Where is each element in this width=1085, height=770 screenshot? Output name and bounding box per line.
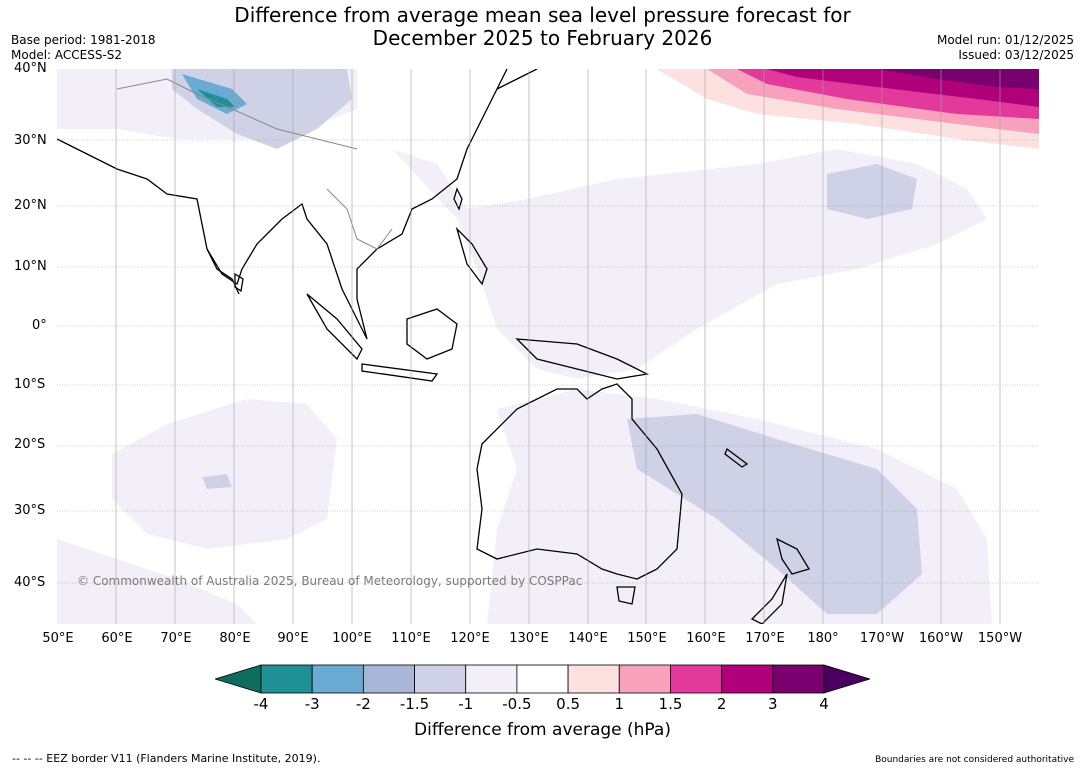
lon-label: 160°W xyxy=(918,631,964,646)
lat-label: 40°S xyxy=(14,575,46,590)
colorbar-segment xyxy=(465,664,518,694)
lon-label: 120°E xyxy=(450,631,490,646)
lon-label: 180° xyxy=(807,631,839,646)
issued-date: Issued: 03/12/2025 xyxy=(958,48,1074,62)
colorbar-segment xyxy=(772,664,825,694)
colorbar-tick-label: 2 xyxy=(716,695,727,713)
lon-label: 130°E xyxy=(509,631,549,646)
eez-legend-note: -- -- -- EEZ border V11 (Flanders Marine… xyxy=(12,752,321,765)
colorbar-arrow-low xyxy=(215,664,262,694)
coast-java xyxy=(361,363,439,382)
colorbar-label: Difference from average (hPa) xyxy=(414,720,671,740)
meridians xyxy=(115,69,1001,624)
lon-label: 140°E xyxy=(568,631,608,646)
coast-japan xyxy=(496,69,538,90)
coast-new-caledonia xyxy=(724,447,749,468)
colorbar-segment xyxy=(516,664,569,694)
coast-australia xyxy=(476,383,683,580)
lon-label: 110°E xyxy=(391,631,431,646)
lon-label: 150°W xyxy=(977,631,1023,646)
lon-label: 170°E xyxy=(745,631,785,646)
colorbar-tick-label: 1.5 xyxy=(658,695,683,713)
colorbar-segment xyxy=(311,664,364,694)
anomaly-indian-small xyxy=(202,474,232,489)
lon-label: 150°E xyxy=(627,631,667,646)
title-line-2: December 2025 to February 2026 xyxy=(372,26,713,50)
colorbar-tick-label: 1 xyxy=(614,695,625,713)
model-run: Model run: 01/12/2025 xyxy=(936,33,1074,47)
graticule xyxy=(57,139,1039,584)
colorbar-tick-label: -3 xyxy=(304,695,320,713)
meta-right: Model run: 01/12/2025 Issued: 03/12/2025 xyxy=(937,33,1074,63)
colorbar-segment xyxy=(362,664,415,694)
meta-left: Base period: 1981-2018 Model: ACCESS-S2 xyxy=(11,33,156,63)
colorbar-tick-label: -1.5 xyxy=(399,695,430,713)
lat-label: 0° xyxy=(32,318,47,333)
lat-label: 10°S xyxy=(14,377,46,392)
colorbar-segment xyxy=(721,664,774,694)
anomaly-north-pacific-core xyxy=(827,164,917,219)
model-name: Model: ACCESS-S2 xyxy=(11,48,123,62)
colorbar-tick-label: 3 xyxy=(768,695,778,713)
coast-asia-mainland xyxy=(57,69,508,340)
coastlines xyxy=(57,69,810,624)
lon-label: 160°E xyxy=(686,631,726,646)
base-period: Base period: 1981-2018 xyxy=(11,33,156,47)
lat-label: 30°N xyxy=(14,133,47,148)
anomaly-himalaya-peak xyxy=(197,89,235,107)
colorbar-tick-label: -0.5 xyxy=(502,695,532,713)
coast-tasmania xyxy=(616,586,636,605)
copyright-notice: © Commonwealth of Australia 2025, Bureau… xyxy=(77,574,583,588)
colorbar-tick-label: -2 xyxy=(355,695,371,713)
lat-label: 20°S xyxy=(14,437,46,452)
colorbar-tick-label: -4 xyxy=(253,695,269,713)
border-indochina xyxy=(326,188,393,250)
colorbar-segment xyxy=(670,664,723,694)
coast-borneo xyxy=(406,308,458,360)
coast-sri-lanka xyxy=(234,272,244,293)
anomaly-west-edge xyxy=(57,539,257,624)
colorbar-segment xyxy=(260,664,313,694)
pressure-anomaly-map xyxy=(57,69,1039,624)
lat-label: 20°N xyxy=(14,198,47,213)
lat-label: 30°S xyxy=(14,503,46,518)
title-line-1: Difference from average mean sea level p… xyxy=(234,3,851,27)
colorbar-arrow-high xyxy=(823,664,870,694)
colorbar-segment xyxy=(618,664,671,694)
anomaly-indian-ocean xyxy=(112,399,337,549)
coast-taiwan xyxy=(453,187,463,211)
lon-label: 100°E xyxy=(332,631,372,646)
border-himalaya xyxy=(116,78,358,150)
anomaly-pos-3 xyxy=(877,69,1039,89)
colorbar xyxy=(215,664,870,694)
lon-label: 170°W xyxy=(859,631,905,646)
coast-sumatra xyxy=(306,293,363,361)
coast-new-guinea xyxy=(515,338,650,380)
map-title: Difference from average mean sea level p… xyxy=(0,4,1085,50)
lon-label: 70°E xyxy=(160,631,192,646)
lon-label: 60°E xyxy=(101,631,133,646)
coast-new-zealand-south xyxy=(750,573,788,624)
anomaly-east-australia-core xyxy=(627,414,922,614)
lat-label: 40°N xyxy=(14,61,47,76)
lat-label: 10°N xyxy=(14,259,47,274)
coast-philippines xyxy=(455,226,488,286)
colorbar-tick-label: 0.5 xyxy=(556,695,581,713)
colorbar-tick-label: -1 xyxy=(458,695,474,713)
lon-label: 90°E xyxy=(277,631,309,646)
boundaries-disclaimer: Boundaries are not considered authoritat… xyxy=(875,755,1074,765)
colorbar-tick-label: 4 xyxy=(819,695,829,713)
lon-label: 50°E xyxy=(42,631,74,646)
coast-new-zealand-north xyxy=(776,537,810,575)
country-borders xyxy=(116,78,393,250)
colorbar-segment xyxy=(414,664,467,694)
lon-label: 80°E xyxy=(219,631,251,646)
colorbar-segments xyxy=(215,664,870,694)
positive-anomaly-areas xyxy=(657,69,1039,149)
colorbar-segment xyxy=(567,664,620,694)
